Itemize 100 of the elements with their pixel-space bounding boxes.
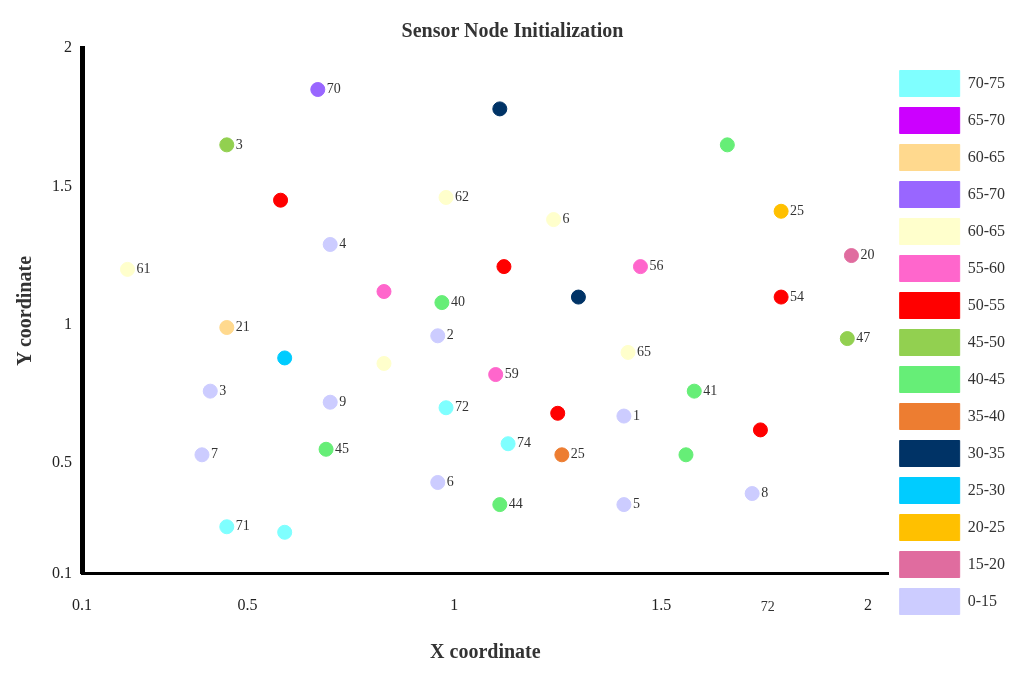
y-tick-label: 1.5 <box>52 176 72 194</box>
annotation: 25 <box>790 202 805 218</box>
point <box>310 82 326 98</box>
point <box>550 405 566 421</box>
point <box>430 328 446 344</box>
annotation: 7 <box>210 446 218 462</box>
x-tick-label: 2 <box>863 595 872 613</box>
x-tick-label: 1.5 <box>651 595 672 613</box>
annotation: 41 <box>703 382 718 398</box>
point <box>496 259 512 275</box>
annotation: 70 <box>326 81 341 97</box>
annotation: 72 <box>455 399 470 415</box>
annotation: 71 <box>235 518 250 534</box>
point <box>202 383 218 399</box>
annotation: 44 <box>508 496 523 512</box>
annotation: 21 <box>235 319 250 335</box>
legend-label: 50-55 <box>967 295 1005 313</box>
annotation: 59 <box>504 366 519 382</box>
point <box>219 519 235 535</box>
point <box>194 447 210 463</box>
point <box>839 331 855 347</box>
annotation: 62 <box>455 189 470 205</box>
point <box>546 212 562 228</box>
y-tick-label: 0.5 <box>52 453 72 471</box>
point <box>376 355 392 371</box>
legend-label: 15-20 <box>967 554 1005 572</box>
annotation: 45 <box>335 440 350 456</box>
annotation: 1 <box>632 407 640 423</box>
legend-label: 40-45 <box>967 369 1005 387</box>
point <box>632 259 648 275</box>
point <box>273 192 289 208</box>
legend-label: 0-15 <box>967 591 997 609</box>
annotation: 54 <box>790 288 805 304</box>
point <box>277 350 293 366</box>
point <box>492 497 508 513</box>
point <box>616 408 632 424</box>
point <box>752 422 768 438</box>
point <box>219 320 235 335</box>
annotation: 61 <box>136 261 151 277</box>
legend-label: 60-65 <box>967 221 1005 239</box>
annotation: 40 <box>450 294 465 310</box>
point <box>120 261 136 277</box>
annotation: 2 <box>446 327 454 343</box>
point <box>277 524 293 540</box>
chart-title: Sensor Node Initialization <box>401 19 624 42</box>
annotation: 20 <box>860 247 875 263</box>
x-tick-label: 0.5 <box>237 595 258 613</box>
legend-label: 25-30 <box>967 480 1005 498</box>
annotation: 6 <box>446 474 454 490</box>
text: 72 <box>760 599 775 615</box>
point <box>616 497 632 513</box>
point <box>843 248 859 264</box>
annotation: 9 <box>339 393 347 409</box>
annotation: 47 <box>856 330 871 346</box>
point <box>322 236 338 252</box>
annotation: 25 <box>570 446 585 462</box>
annotation: 6 <box>562 211 570 227</box>
legend-label: 65-70 <box>967 184 1005 202</box>
annotation: 3 <box>219 382 227 398</box>
y-tick-label: 1 <box>64 314 72 332</box>
point <box>678 447 694 463</box>
point <box>620 344 636 360</box>
y-tick-label: 0.1 <box>52 564 72 581</box>
annotation: 65 <box>637 344 652 360</box>
legend-label: 60-65 <box>967 147 1005 165</box>
point <box>438 189 454 205</box>
point <box>322 394 338 410</box>
point <box>438 400 454 416</box>
annotation: 56 <box>649 258 664 274</box>
legend-label: 20-25 <box>967 517 1005 535</box>
point <box>500 436 516 452</box>
point <box>773 289 789 305</box>
annotation: 8 <box>761 485 769 501</box>
point <box>773 203 789 219</box>
point <box>744 486 760 502</box>
annotation: 74 <box>517 435 532 451</box>
legend-label: 35-40 <box>967 406 1005 424</box>
legend-label: 65-70 <box>967 110 1005 128</box>
x-axis-title: X coordinate <box>430 640 541 663</box>
annotation: 4 <box>339 236 347 252</box>
point <box>318 441 334 457</box>
y-tick-label: 2 <box>64 38 72 56</box>
point <box>430 474 446 490</box>
point <box>492 101 508 117</box>
y-axis-title: Y coordinate <box>13 255 36 366</box>
point <box>686 383 702 399</box>
point <box>719 137 735 153</box>
point <box>554 447 570 463</box>
point <box>434 295 450 311</box>
point <box>376 284 392 300</box>
legend-label: 70-75 <box>967 73 1005 91</box>
point <box>488 367 504 383</box>
legend-label: 55-60 <box>967 258 1005 276</box>
legend-label: 45-50 <box>967 332 1005 350</box>
x-tick-label: 1 <box>450 595 459 613</box>
annotation: 3 <box>235 136 243 152</box>
point <box>570 289 586 305</box>
annotation: 5 <box>632 496 640 512</box>
legend-label: 30-35 <box>967 443 1005 461</box>
point <box>219 137 235 153</box>
